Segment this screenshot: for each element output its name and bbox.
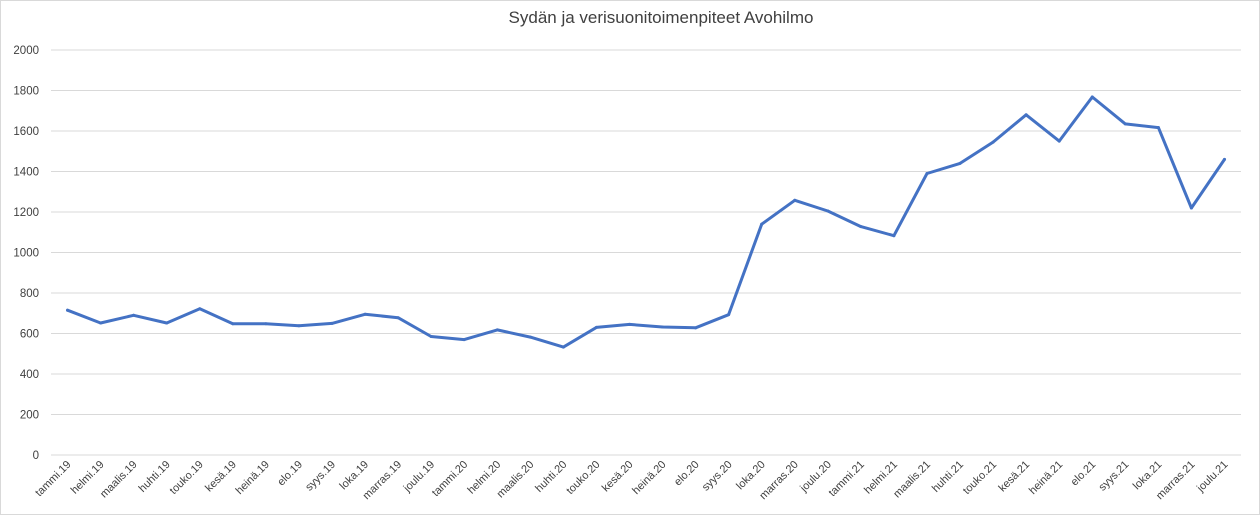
data-point <box>760 222 764 226</box>
x-tick-label: joulu.21 <box>1194 459 1230 495</box>
y-axis-ticks: 0 200 400 600 800 1000 1200 1400 1600 1800 2000 <box>13 45 39 462</box>
data-point <box>66 308 70 312</box>
y-tick-label: 2000 <box>13 45 39 57</box>
data-point <box>627 322 631 326</box>
data-point <box>727 313 731 317</box>
series-line-0 <box>66 95 1226 349</box>
data-point <box>1156 126 1160 130</box>
x-tick-label: syys.19 <box>303 459 338 494</box>
data-point <box>561 345 565 349</box>
y-tick-label: 800 <box>20 288 39 300</box>
data-point <box>330 321 334 325</box>
data-point <box>1189 206 1193 210</box>
data-point <box>1123 122 1127 126</box>
x-tick-label: syys.21 <box>1097 459 1132 494</box>
data-point <box>297 324 301 328</box>
y-tick-label: 400 <box>20 369 39 381</box>
y-tick-label: 1400 <box>13 167 39 179</box>
data-point <box>594 325 598 329</box>
data-point <box>198 307 202 311</box>
y-tick-label: 1800 <box>13 86 39 98</box>
data-point <box>793 198 797 202</box>
x-tick-label: heinä.19 <box>234 459 272 497</box>
x-tick-label: elo.19 <box>275 459 305 489</box>
x-tick-label: elo.21 <box>1069 459 1099 489</box>
y-tick-label: 200 <box>20 410 39 422</box>
data-point <box>264 322 268 326</box>
data-point <box>165 321 169 325</box>
x-tick-label: tammi.20 <box>430 459 470 499</box>
x-tick-label: touko.19 <box>168 459 206 497</box>
data-point <box>396 316 400 320</box>
data-point <box>429 335 433 339</box>
series-layer <box>66 95 1226 349</box>
y-tick-label: 1000 <box>13 248 39 260</box>
x-tick-label: elo.20 <box>672 459 702 489</box>
data-point <box>363 312 367 316</box>
data-point <box>1024 113 1028 117</box>
data-point <box>892 234 896 238</box>
data-point <box>1057 139 1061 143</box>
y-tick-label: 600 <box>20 329 39 341</box>
data-point <box>859 225 863 229</box>
x-tick-label: syys.20 <box>700 459 735 494</box>
x-tick-label: tammi.21 <box>827 459 867 499</box>
data-point <box>231 322 235 326</box>
data-point <box>495 328 499 332</box>
data-point <box>1222 157 1226 161</box>
data-point <box>661 325 665 329</box>
x-tick-label: heinä.21 <box>1027 459 1065 497</box>
x-tick-label: touko.20 <box>564 459 602 497</box>
data-point <box>132 313 136 317</box>
data-point <box>694 326 698 330</box>
y-tick-label: 0 <box>33 450 39 462</box>
data-point <box>826 209 830 213</box>
y-tick-label: 1600 <box>13 126 39 138</box>
data-point <box>925 172 929 176</box>
chart-title: Sydän ja verisuonitoimenpiteet Avohilmo <box>509 8 814 27</box>
gridlines <box>51 49 1241 456</box>
data-point <box>528 335 532 339</box>
data-point <box>99 321 103 325</box>
y-tick-label: 1200 <box>13 207 39 219</box>
data-point <box>462 338 466 342</box>
x-tick-label: tammi.19 <box>33 459 73 499</box>
data-point <box>1090 95 1094 99</box>
x-axis-ticks: tammi.19helmi.19maalis.19huhti.19touko.1… <box>33 459 1230 503</box>
x-tick-label: heinä.20 <box>630 459 668 497</box>
x-tick-label: touko.21 <box>961 459 999 497</box>
data-point <box>958 161 962 165</box>
data-point <box>991 140 995 144</box>
